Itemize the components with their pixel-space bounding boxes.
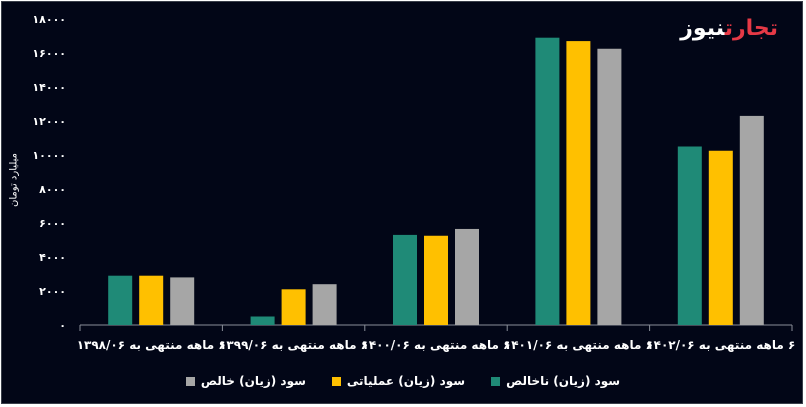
- bar: [566, 41, 591, 325]
- bar: [455, 228, 479, 325]
- x-tick-label: ۶ ماهه منتهی به ۱۴۰۱/۰۶: [504, 338, 653, 352]
- y-tick-label: ۰: [59, 319, 66, 332]
- legend-item: سود (زیان) خالص: [185, 374, 306, 388]
- bar: [139, 275, 164, 325]
- y-tick-label: ۱۰۰۰۰: [32, 149, 66, 162]
- bar: [170, 277, 195, 325]
- legend-label: سود (زیان) خالص: [200, 374, 306, 388]
- legend-swatch: [331, 376, 341, 386]
- legend: سود (زیان) ناخالص سود (زیان) عملیاتی سود (…: [2, 374, 804, 388]
- y-tick-label: ۴۰۰۰: [39, 251, 66, 264]
- bar: [281, 289, 306, 325]
- bar: [597, 48, 622, 325]
- x-tick-label: ۶ ماهه منتهی به ۱۳۹۹/۰۶: [219, 338, 368, 352]
- bar: [677, 146, 702, 325]
- x-tick-label: ۶ ماهه منتهی به ۱۳۹۸/۰۶: [77, 338, 226, 352]
- bar: [535, 37, 560, 325]
- x-tick-label: ۶ ماهه منتهی به ۱۴۰۲/۰۶: [646, 338, 795, 352]
- bar: [739, 115, 764, 326]
- y-tick-label: ۱۴۰۰۰: [32, 81, 66, 94]
- bar: [250, 316, 275, 325]
- y-tick-label: ۱۸۰۰۰: [32, 13, 66, 26]
- x-tick-label: ۶ ماهه منتهی به ۱۴۰۰/۰۶: [362, 338, 511, 352]
- y-tick-label: ۱۲۰۰۰: [32, 115, 66, 128]
- y-tick-label: ۸۰۰۰: [39, 183, 66, 196]
- legend-label: سود (زیان) عملیاتی: [346, 374, 466, 388]
- bar: [108, 275, 133, 325]
- logo-word-1: تجارت: [724, 16, 778, 41]
- logo-word-2: نیوز: [680, 16, 725, 41]
- y-tick-label: ۶۰۰۰: [39, 217, 66, 230]
- y-tick-label: ۱۶۰۰۰: [32, 47, 66, 60]
- bar: [312, 284, 337, 325]
- legend-item: سود (زیان) عملیاتی: [331, 374, 466, 388]
- brand-logo: تجارتنیوز: [680, 16, 778, 41]
- legend-label: سود (زیان) ناخالص: [506, 374, 621, 388]
- bar: [393, 234, 417, 325]
- legend-item: سود (زیان) ناخالص: [491, 374, 620, 388]
- y-tick-label: ۲۰۰۰: [39, 285, 66, 298]
- legend-swatch: [491, 376, 501, 386]
- legend-swatch: [185, 376, 195, 386]
- bar: [424, 235, 448, 325]
- bar: [708, 150, 733, 325]
- y-axis-label: میلیارد تومان: [8, 153, 20, 207]
